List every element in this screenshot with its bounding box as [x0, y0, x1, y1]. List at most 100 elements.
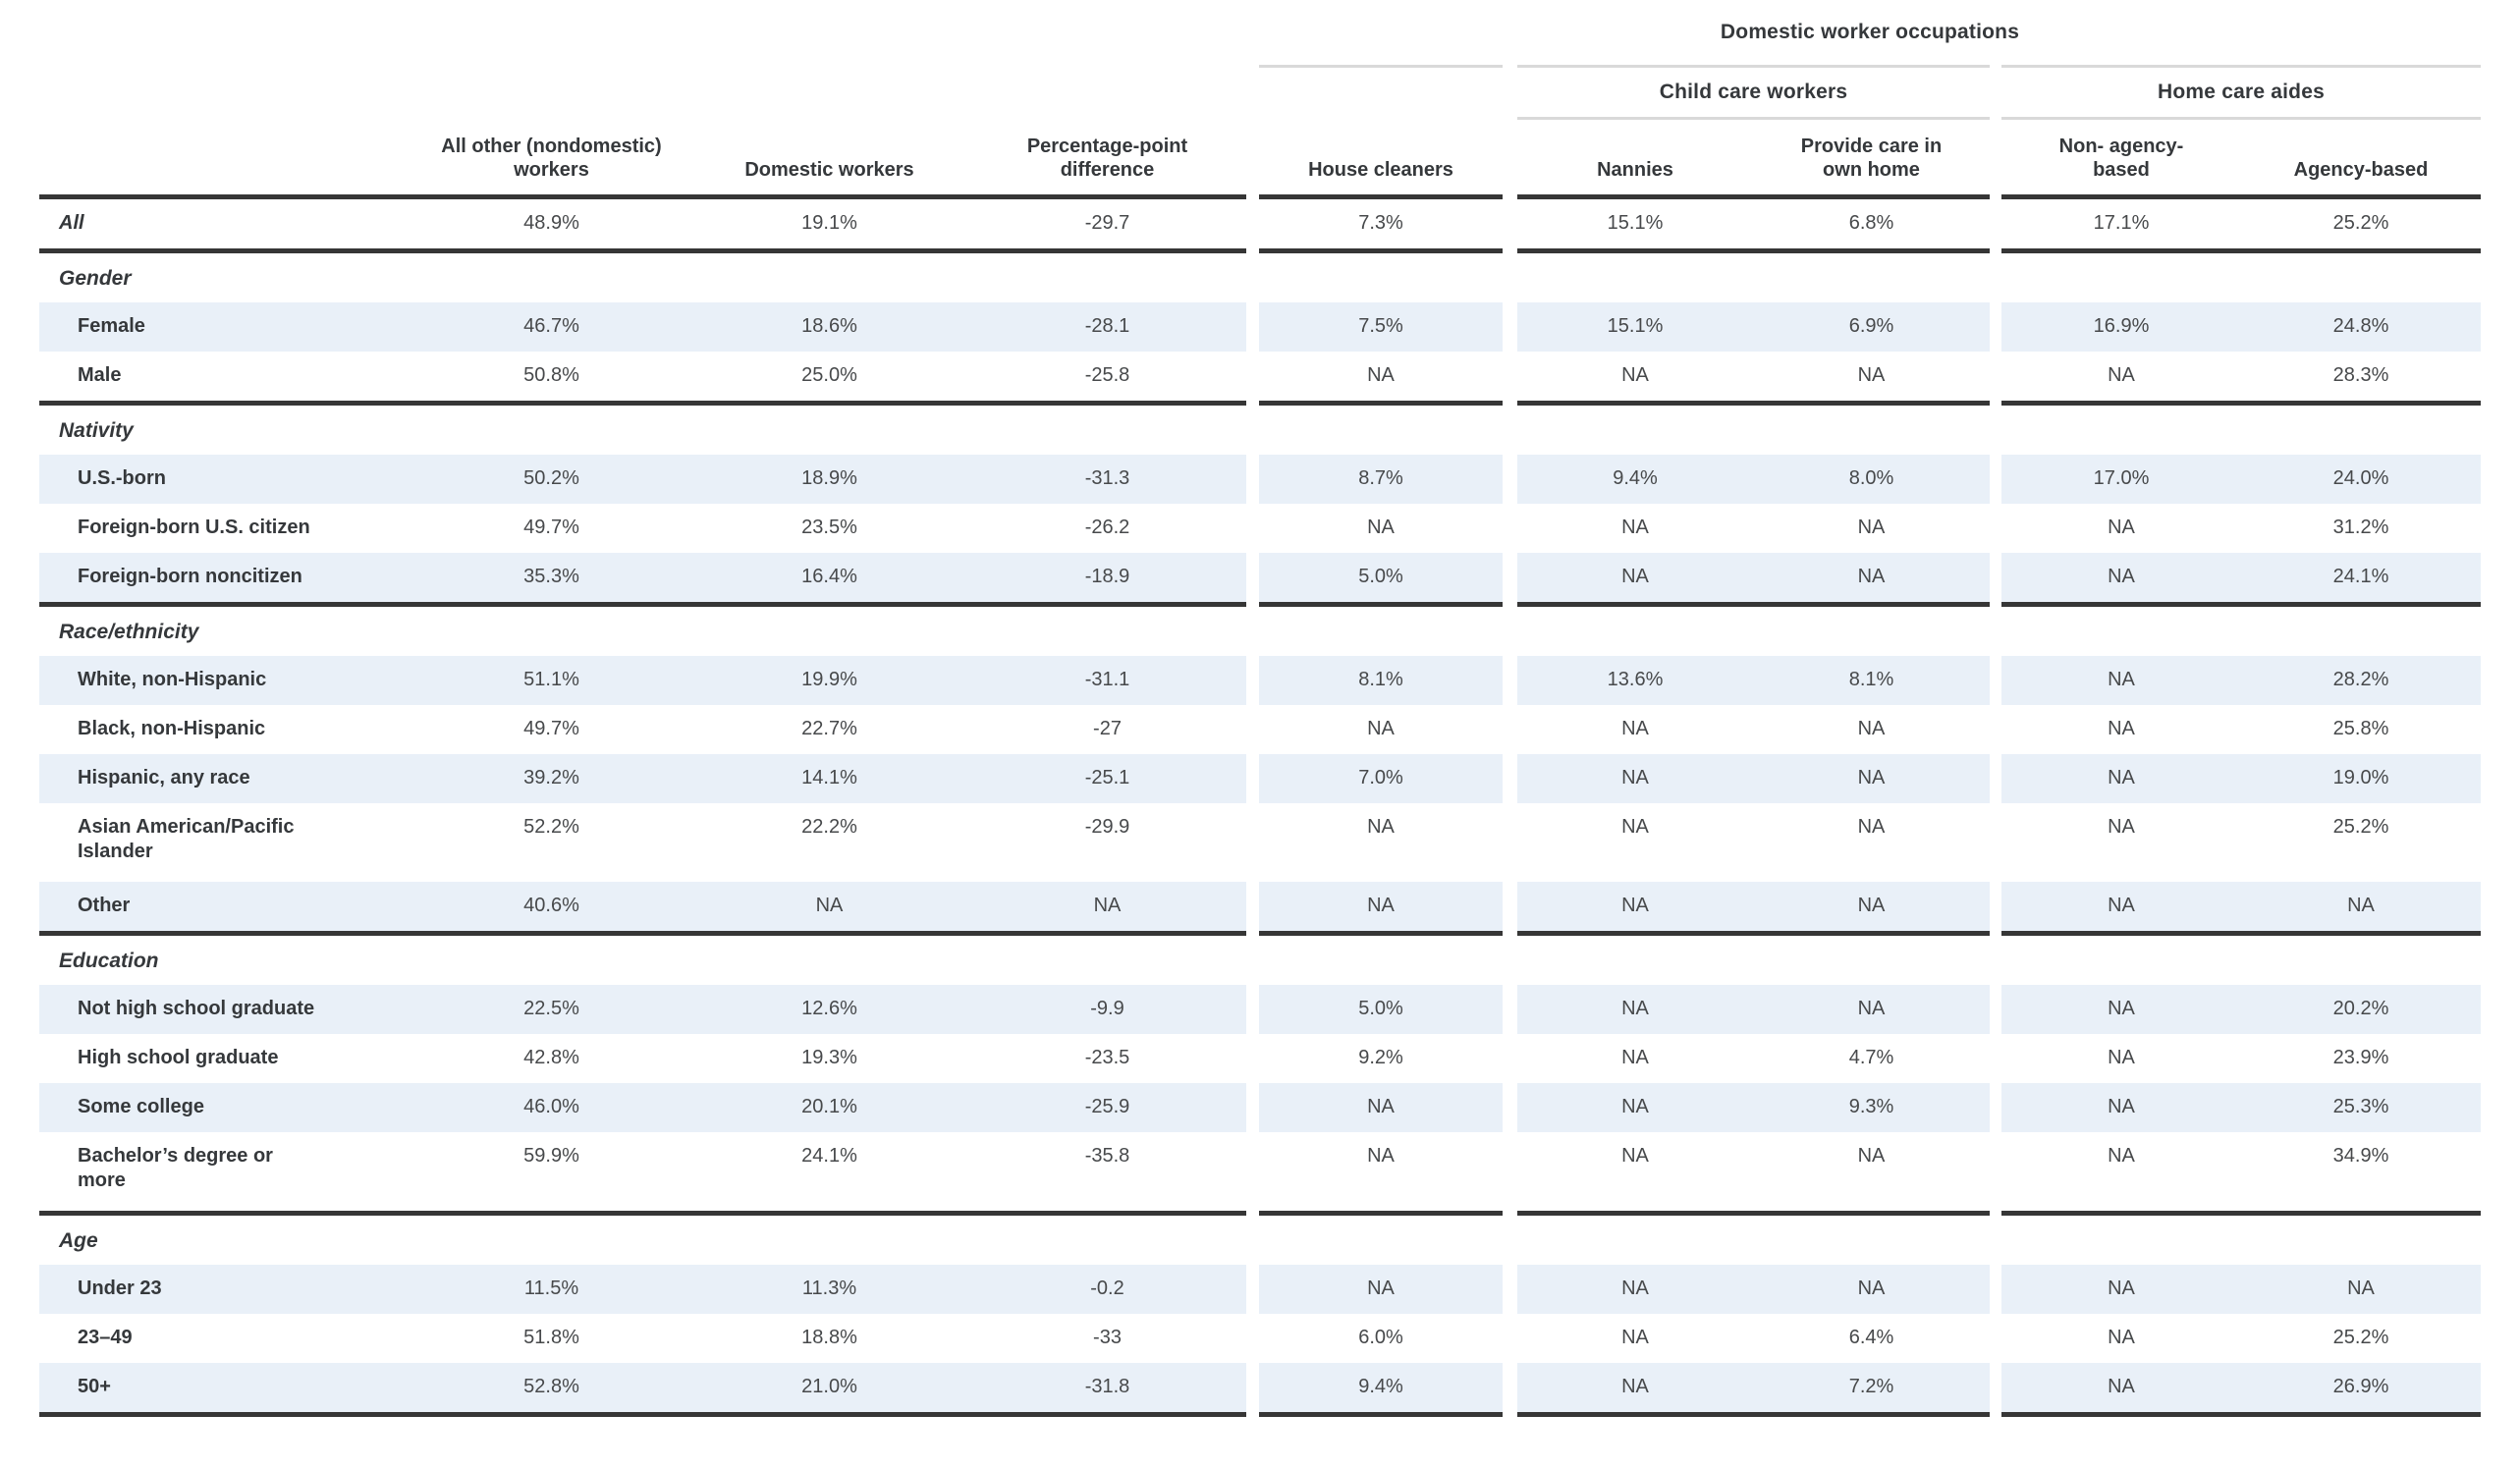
rule-gap [1990, 1412, 2001, 1417]
cell-value: -0.2 [1090, 1278, 1124, 1299]
row-group-home-care-grid: NA 34.9% [2001, 1132, 2481, 1178]
row-group-house-cleaners: 9.2% [1259, 1034, 1503, 1083]
row-group-child-care: NA NA [1517, 985, 1990, 1034]
column-group-gap [1503, 553, 1517, 602]
cell-value: NA [1367, 364, 1395, 386]
cell-value: -27 [1093, 718, 1122, 739]
row-group-home-care: NA 23.9% [2001, 1034, 2481, 1083]
cell-value: NA [1621, 364, 1649, 386]
row-group-home-care-grid: NA 31.2% [2001, 504, 2481, 550]
cell-value: 14.1% [801, 767, 857, 788]
cell-value: 24.0% [2332, 467, 2389, 489]
rule-segment [39, 1211, 1246, 1216]
column-group-gap [1990, 1034, 2001, 1083]
column-group-gap [1246, 199, 1259, 248]
cell-value: -29.7 [1084, 212, 1130, 234]
data-row: Female 46.7% 18.6% -28.1 7.5% 15.1% 6.9% 16.9% 2… [39, 302, 2481, 352]
col-header-percentage-point-difference: Percentage-point difference [1026, 136, 1188, 181]
row-label: Bachelor’s degree or more [78, 1145, 273, 1191]
rule-segment [1517, 602, 1990, 607]
row-group-house-cleaners: 7.0% [1259, 754, 1503, 803]
row-group-home-care: NA NA [2001, 1265, 2481, 1314]
cell-value: 19.0% [2332, 767, 2389, 788]
cell-value: 25.8% [2332, 718, 2389, 739]
col-header-nannies: Nannies [1597, 159, 1673, 181]
row-group-house-cleaners: NA [1259, 352, 1503, 401]
cell-value: NA [1621, 718, 1649, 739]
row-group-child-care-grid: NA NA [1517, 705, 1990, 751]
row-group-house-cleaners: NA [1259, 803, 1503, 882]
column-group-gap [1503, 705, 1517, 754]
rule-segment [39, 401, 1246, 406]
row-label: All [59, 212, 84, 234]
row-group-main: Black, non-Hispanic 49.7% 22.7% -27 [39, 705, 1246, 754]
column-group-gap [1246, 1314, 1259, 1363]
column-group-gap [1503, 1083, 1517, 1132]
row-group-child-care-grid: NA NA [1517, 553, 1990, 599]
cell-value: 52.8% [523, 1376, 579, 1397]
cell-value: 42.8% [523, 1047, 579, 1068]
row-group-house-cleaners: NA [1259, 1083, 1503, 1132]
cell-value: NA [1093, 895, 1122, 916]
rule-segment [2001, 1211, 2481, 1216]
row-group-home-care: NA 25.2% [2001, 1314, 2481, 1363]
rule-segment [1517, 1412, 1990, 1417]
cell-value: 22.2% [801, 816, 857, 838]
cell-value: NA [1621, 816, 1649, 838]
rule-segment [1517, 1211, 1990, 1216]
row-group-main-grid: 23–49 51.8% 18.8% -33 [39, 1314, 1246, 1360]
cell-value: -9.9 [1090, 998, 1124, 1019]
cell-value: NA [2108, 998, 2135, 1019]
data-row: Hispanic, any race 39.2% 14.1% -25.1 7.0% NA N… [39, 754, 2481, 803]
rule-segment [1259, 401, 1503, 406]
row-label: High school graduate [78, 1047, 279, 1068]
section-heading-row: Age [39, 1216, 2481, 1265]
col-header-non-agency-based: Non- agency- based [2058, 136, 2184, 181]
row-group-main: 50+ 52.8% 21.0% -31.8 [39, 1363, 1246, 1412]
cell-value: 8.1% [1358, 669, 1403, 690]
cell-value: NA [2108, 566, 2135, 587]
row-group-home-care: 17.0% 24.0% [2001, 455, 2481, 504]
subgroup-header-row: Child care workers Home care aides [39, 68, 2481, 117]
row-group-house-cleaners: 5.0% [1259, 553, 1503, 602]
cell-value: NA [1621, 1145, 1649, 1167]
cell-value: NA [1857, 718, 1886, 739]
row-group-home-care-grid: NA 25.8% [2001, 705, 2481, 751]
row-group-home-care-grid: NA 28.2% [2001, 656, 2481, 702]
col-header-nondomestic-workers: All other (nondomestic) workers [441, 136, 662, 181]
cell-value: NA [1857, 767, 1886, 788]
row-group-main: All 48.9% 19.1% -29.7 [39, 199, 1246, 248]
column-group-gap [1503, 1265, 1517, 1314]
rule-gap [1990, 931, 2001, 936]
row-group-child-care-grid: NA NA [1517, 352, 1990, 398]
cell-value: 15.1% [1607, 212, 1664, 234]
cell-value: 25.0% [801, 364, 857, 386]
row-group-child-care: NA NA [1517, 705, 1990, 754]
rule-segment [39, 248, 1246, 253]
cell-value: 25.2% [2332, 1327, 2389, 1348]
rule-segment [1259, 602, 1503, 607]
row-group-home-care-grid: 16.9% 24.8% [2001, 302, 2481, 349]
row-group-child-care: NA NA [1517, 504, 1990, 553]
rule-segment [1259, 248, 1503, 253]
cell-value: 49.7% [523, 517, 579, 538]
column-group-gap [1246, 882, 1259, 931]
row-group-child-care: 15.1% 6.9% [1517, 302, 1990, 352]
group-rule-home-care [2001, 117, 2481, 120]
rule-gap [1503, 401, 1517, 406]
row-group-main: Female 46.7% 18.6% -28.1 [39, 302, 1246, 352]
section-heading-row: Race/ethnicity [39, 607, 2481, 656]
section-rule [39, 1211, 2481, 1216]
occupations-group-title: Domestic worker occupations [1720, 21, 2020, 43]
row-group-main-grid: U.S.-born 50.2% 18.9% -31.3 [39, 455, 1246, 501]
cell-value: 17.0% [2093, 467, 2150, 489]
cell-value: NA [1621, 1327, 1649, 1348]
cell-value: 28.3% [2332, 364, 2389, 386]
row-group-main-grid: High school graduate 42.8% 19.3% -23.5 [39, 1034, 1246, 1080]
section-heading: Age [59, 1229, 98, 1252]
cell-value: NA [2108, 517, 2135, 538]
cell-value: NA [1857, 1145, 1886, 1167]
row-group-main: Asian American/Pacific Islander 52.2% 22.2… [39, 803, 1246, 882]
section-rule [39, 931, 2481, 936]
column-group-gap [1246, 455, 1259, 504]
